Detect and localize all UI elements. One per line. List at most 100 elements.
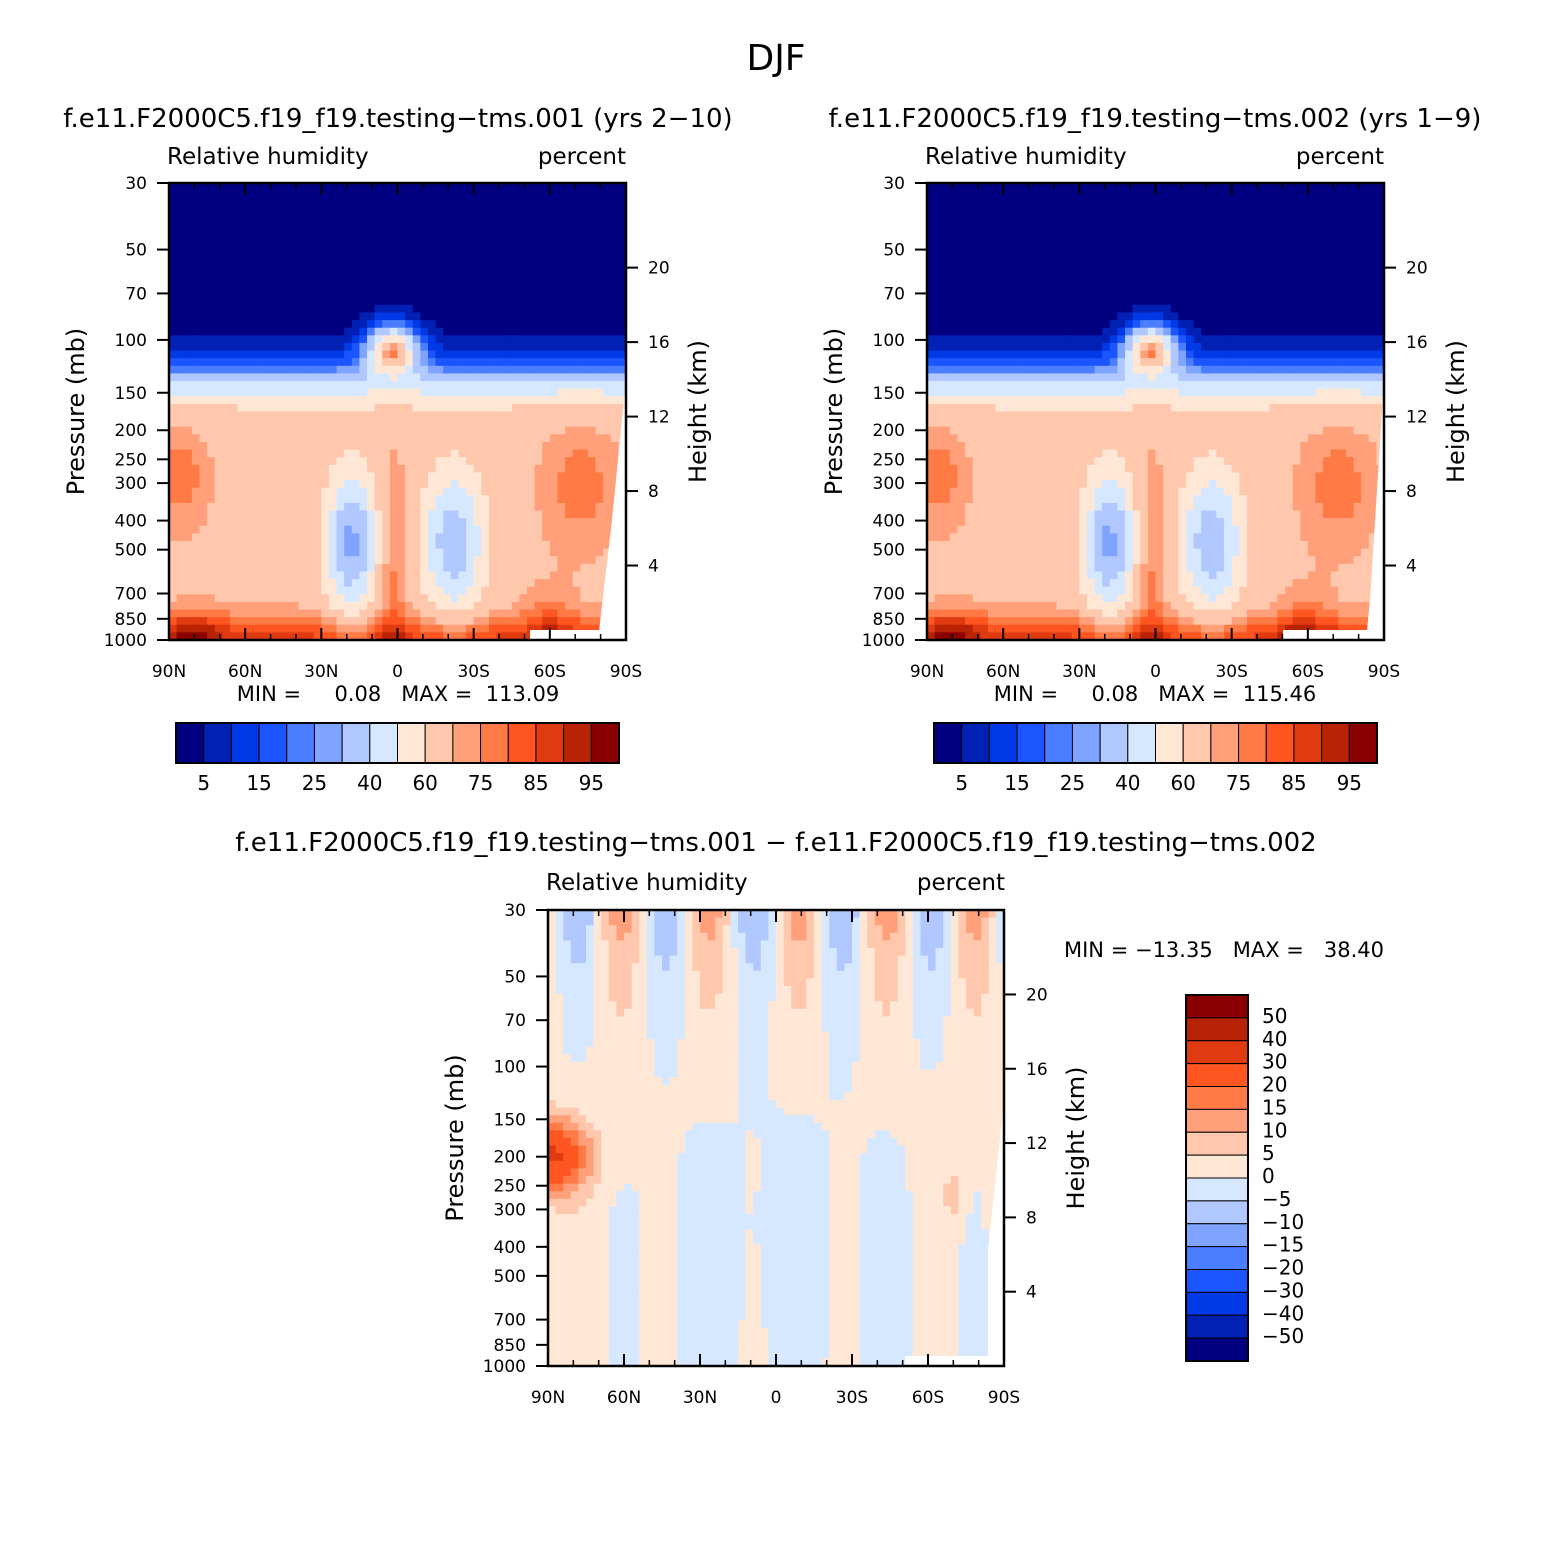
contour-cell bbox=[199, 594, 208, 603]
contour-cell bbox=[237, 609, 246, 618]
contour-cell bbox=[466, 525, 475, 534]
contour-cell bbox=[245, 251, 254, 260]
contour-cell bbox=[565, 183, 574, 192]
contour-cell bbox=[306, 510, 315, 519]
contour-cell bbox=[397, 228, 406, 237]
contour-cell bbox=[511, 419, 520, 428]
contour-cell bbox=[260, 396, 269, 405]
contour-cell bbox=[1163, 213, 1172, 222]
contour-cell bbox=[169, 221, 178, 230]
contour-cell bbox=[1094, 282, 1103, 291]
contour-cell bbox=[496, 426, 505, 435]
contour-cell bbox=[389, 449, 399, 458]
contour-cell bbox=[367, 579, 376, 588]
contour-cell bbox=[351, 480, 361, 489]
contour-cell bbox=[443, 289, 452, 298]
contour-cell bbox=[313, 213, 322, 222]
contour-cell bbox=[359, 350, 368, 359]
contour-cell bbox=[1292, 190, 1301, 199]
contour-cell bbox=[1201, 198, 1210, 207]
contour-cell bbox=[972, 221, 981, 230]
contour-cell bbox=[214, 198, 223, 207]
contour-cell bbox=[1185, 274, 1195, 283]
contour-cell bbox=[359, 624, 368, 633]
contour-cell bbox=[542, 548, 551, 557]
contour-cell bbox=[328, 335, 338, 344]
contour-cell bbox=[542, 426, 551, 435]
contour-cell bbox=[260, 236, 269, 245]
contour-cell bbox=[450, 457, 460, 466]
contour-cell bbox=[351, 495, 361, 504]
contour-cell bbox=[290, 518, 300, 527]
contour-cell bbox=[1284, 297, 1294, 306]
contour-cell bbox=[222, 518, 231, 527]
contour-cell bbox=[519, 510, 528, 519]
contour-cell bbox=[427, 183, 437, 192]
contour-cell bbox=[443, 426, 452, 435]
contour-cell bbox=[1231, 320, 1240, 329]
contour-cell bbox=[275, 297, 284, 306]
contour-cell bbox=[511, 480, 520, 489]
contour-cell bbox=[420, 411, 429, 420]
contour-cell bbox=[237, 228, 246, 237]
contour-cell bbox=[397, 457, 406, 466]
contour-cell bbox=[1338, 320, 1347, 329]
contour-cell bbox=[565, 312, 574, 321]
contour-cell bbox=[466, 472, 475, 481]
contour-cell bbox=[290, 441, 300, 451]
contour-cell bbox=[534, 579, 543, 588]
contour-cell bbox=[595, 518, 604, 527]
contour-cell bbox=[229, 556, 239, 565]
contour-cell bbox=[1277, 304, 1286, 314]
contour-cell bbox=[949, 297, 959, 306]
contour-cell bbox=[965, 228, 974, 237]
contour-cell bbox=[595, 297, 604, 306]
contour-cell bbox=[275, 396, 284, 405]
contour-cell bbox=[1064, 190, 1073, 199]
contour-cell bbox=[603, 556, 612, 565]
contour-cell bbox=[995, 213, 1004, 222]
contour-cell bbox=[1307, 205, 1317, 215]
contour-cell bbox=[526, 365, 536, 375]
contour-cell bbox=[306, 411, 315, 420]
contour-cell bbox=[1109, 304, 1119, 314]
contour-cell bbox=[572, 563, 581, 573]
contour-cell bbox=[580, 388, 589, 397]
contour-cell bbox=[595, 609, 604, 618]
contour-cell bbox=[473, 472, 482, 481]
contour-cell bbox=[237, 312, 246, 321]
contour-cell bbox=[374, 342, 383, 352]
contour-cell bbox=[618, 266, 627, 275]
contour-cell bbox=[1163, 282, 1172, 291]
contour-cell bbox=[565, 365, 574, 375]
contour-cell bbox=[367, 502, 376, 512]
contour-cell bbox=[534, 274, 543, 283]
contour-cell bbox=[237, 441, 246, 451]
contour-cell bbox=[237, 381, 246, 390]
contour-cell bbox=[169, 190, 178, 199]
contour-cell bbox=[519, 495, 528, 504]
contour-cell bbox=[374, 373, 383, 382]
contour-cell bbox=[542, 198, 551, 207]
contour-cell bbox=[1018, 297, 1027, 306]
contour-cell bbox=[473, 510, 482, 519]
contour-cell bbox=[374, 632, 383, 641]
contour-cell bbox=[306, 457, 315, 466]
contour-cell bbox=[290, 335, 300, 344]
contour-cell bbox=[965, 243, 974, 253]
contour-cell bbox=[435, 320, 444, 329]
contour-cell bbox=[405, 457, 414, 466]
contour-cell bbox=[344, 342, 353, 352]
contour-cell bbox=[1193, 320, 1202, 329]
contour-cell bbox=[321, 540, 330, 550]
contour-cell bbox=[405, 525, 414, 534]
contour-cell bbox=[382, 396, 391, 405]
contour-cell bbox=[184, 213, 193, 222]
contour-cell bbox=[504, 411, 513, 420]
contour-cell bbox=[1262, 190, 1271, 199]
contour-cell bbox=[565, 358, 574, 367]
contour-cell bbox=[328, 365, 338, 375]
contour-cell bbox=[466, 259, 475, 268]
contour-cell bbox=[191, 198, 201, 207]
contour-cell bbox=[290, 297, 300, 306]
